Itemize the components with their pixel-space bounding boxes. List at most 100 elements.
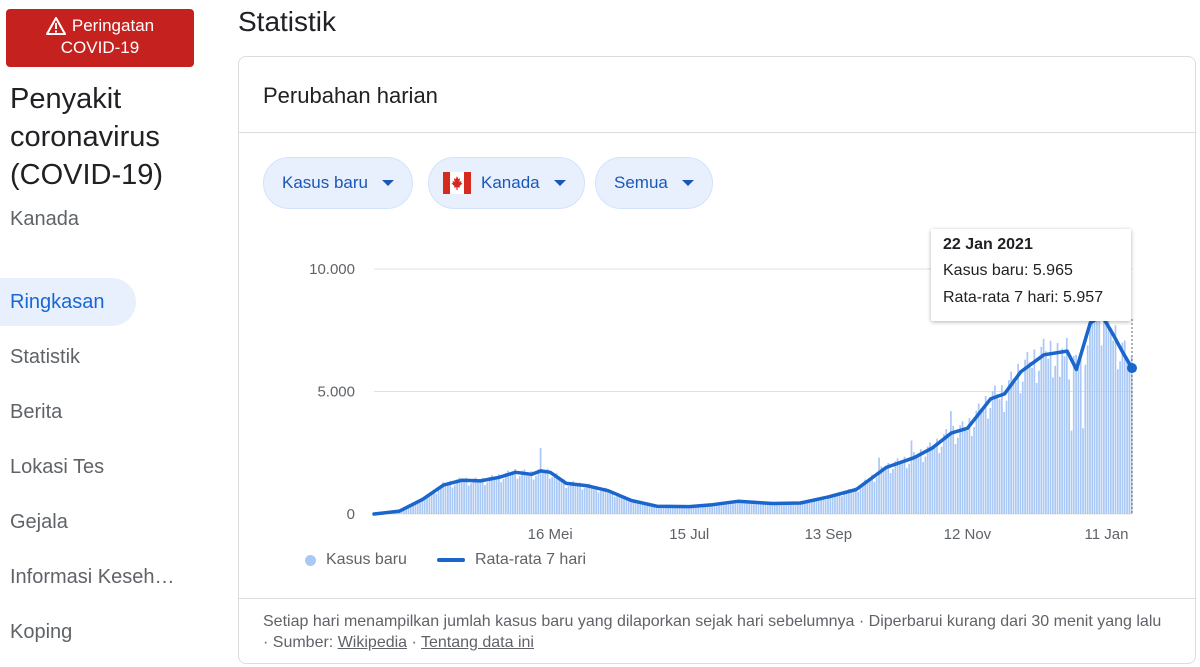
covid-alert-button[interactable]: Peringatan COVID-19 (6, 9, 194, 67)
daily-cases-bar (555, 473, 558, 514)
daily-cases-bar (924, 456, 927, 514)
daily-cases-bar (511, 474, 514, 514)
daily-cases-bar (998, 399, 1001, 514)
sidebar-item-berita[interactable]: Berita (10, 400, 63, 423)
region-dropdown-label: Kanada (481, 173, 540, 192)
daily-cases-bar (453, 484, 456, 514)
daily-cases-bar (1033, 349, 1036, 514)
daily-cases-bar (618, 494, 621, 514)
daily-cases-bar (637, 500, 639, 514)
legend-item-line[interactable]: Rata-rata 7 hari (436, 551, 586, 569)
daily-cases-bar (776, 504, 778, 514)
sidebar-item-informasi-kesehatan[interactable]: Informasi Keseh… (10, 565, 175, 588)
alert-line1: Peringatan (71, 16, 155, 35)
daily-cases-bar (660, 505, 662, 514)
daily-cases-bar (518, 476, 521, 514)
sidebar-item-ringkasan[interactable]: Ringkasan (0, 278, 136, 326)
daily-cases-bar (630, 502, 632, 514)
daily-cases-bar (787, 503, 790, 514)
daily-cases-bar (836, 494, 839, 514)
daily-cases-bar (1021, 381, 1024, 514)
daily-cases-bar (855, 487, 857, 514)
daily-cases-bar (697, 506, 700, 514)
daily-cases-bar (1128, 368, 1131, 514)
daily-cases-bar (766, 502, 769, 514)
warning-icon (45, 17, 66, 35)
daily-change-card: Perubahan harian Kasus baru Kanada Semua… (238, 56, 1196, 664)
sidebar-item-statistik[interactable]: Statistik (10, 345, 81, 368)
daily-cases-bar (829, 495, 832, 514)
seven-day-average-line (372, 313, 1134, 516)
daily-cases-bar (690, 506, 693, 514)
page-title: Statistik (238, 6, 337, 37)
daily-cases-bar (864, 479, 866, 514)
daily-cases-bar (873, 481, 876, 514)
daily-cases-bar (1077, 358, 1080, 514)
daily-cases-bar (470, 483, 472, 514)
caret-down-icon (681, 180, 694, 186)
daily-cases-bar (472, 478, 475, 514)
daily-cases-bar (1024, 359, 1026, 514)
x-tick-label: 16 Mei (528, 526, 573, 543)
daily-cases-bar (773, 502, 776, 514)
daily-cases-bar (1061, 348, 1064, 514)
legend-item-bars[interactable]: Kasus baru (305, 551, 407, 569)
card-divider (239, 132, 1195, 133)
daily-cases-bar (778, 504, 781, 514)
daily-cases-bar (882, 468, 885, 514)
daily-cases-bar (961, 421, 964, 514)
sidebar-item-koping[interactable]: Koping (10, 620, 73, 643)
daily-cases-bar (875, 477, 878, 514)
metric-dropdown[interactable]: Kasus baru (263, 157, 413, 209)
daily-cases-bar (970, 436, 973, 514)
daily-cases-bar (414, 503, 417, 514)
daily-cases-bar (574, 483, 577, 514)
daily-cases-bar (834, 494, 836, 514)
daily-cases-bar (725, 501, 727, 514)
daily-cases-bar (933, 448, 936, 514)
daily-cases-bar (495, 478, 498, 514)
daily-cases-bar (507, 470, 509, 514)
about-data-link[interactable]: Tentang data ini (421, 634, 534, 651)
daily-cases-bar (1056, 342, 1059, 514)
daily-cases-bar (759, 504, 762, 514)
daily-cases-bar (657, 506, 660, 514)
daily-cases-chart[interactable]: 0 5.000 10.000 16 Mei 15 Jul 13 Sep 12 Nov 11 J… (239, 217, 1196, 577)
daily-cases-bar (831, 493, 834, 514)
daily-cases-bar (1100, 345, 1103, 514)
daily-cases-bar (799, 501, 802, 514)
period-dropdown[interactable]: Semua (595, 157, 713, 209)
source-link-wikipedia[interactable]: Wikipedia (337, 634, 408, 651)
daily-cases-bar (1086, 345, 1089, 514)
daily-cases-bar (820, 498, 822, 514)
daily-cases-bar (528, 475, 530, 514)
daily-cases-bar (984, 395, 987, 514)
x-tick-label: 12 Nov (944, 526, 992, 543)
daily-cases-bar (486, 482, 489, 514)
daily-cases-bar (664, 506, 667, 514)
footer-separator: · (411, 634, 417, 651)
daily-cases-bar (706, 505, 709, 514)
daily-cases-bar (1005, 400, 1008, 514)
daily-cases-bar (1038, 370, 1040, 514)
daily-cases-bar (1123, 340, 1126, 514)
sidebar-item-lokasi-tes[interactable]: Lokasi Tes (10, 455, 105, 478)
daily-cases-bar (590, 486, 593, 514)
daily-cases-bar (1001, 385, 1003, 514)
daily-cases-bar (810, 501, 813, 514)
daily-cases-bar (433, 489, 435, 514)
footer-text: Setiap hari menampilkan jumlah kasus bar… (263, 613, 1162, 651)
daily-cases-bar (623, 497, 625, 514)
daily-cases-bar (683, 506, 686, 514)
daily-cases-bar (966, 430, 968, 514)
daily-cases-bar (456, 479, 458, 514)
caret-down-icon (382, 180, 394, 186)
daily-cases-bar (1026, 352, 1029, 514)
daily-cases-bar (827, 498, 829, 514)
daily-cases-bar (426, 494, 428, 514)
daily-cases-bar (801, 502, 804, 514)
daily-cases-bar (558, 477, 560, 514)
region-dropdown[interactable]: Kanada (428, 157, 585, 209)
sidebar-item-gejala[interactable]: Gejala (10, 510, 68, 533)
daily-cases-bar (824, 499, 827, 514)
